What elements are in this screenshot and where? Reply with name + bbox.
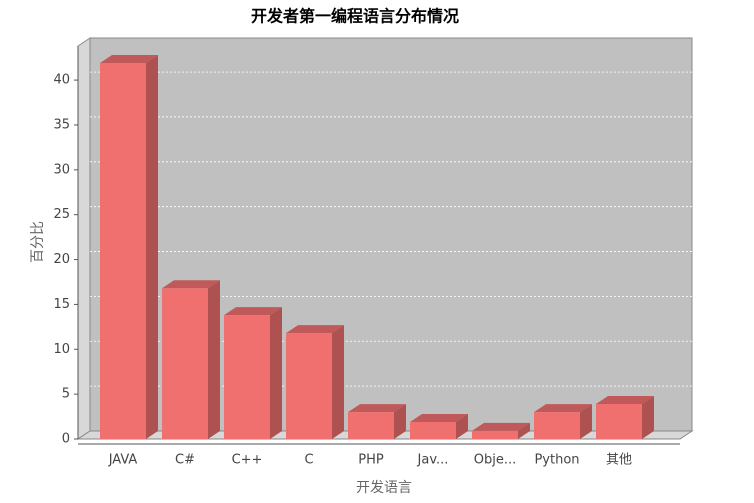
y-tick-label: 10 [53,342,70,357]
bar-top [410,413,468,422]
bar-top [224,307,282,316]
bar-side [642,396,654,439]
bar-top [534,404,592,413]
bar-front [162,288,208,439]
bar-side [456,413,468,439]
bar-side [394,404,406,439]
left-wall [77,37,91,440]
x-tick-label: Python [534,453,579,468]
y-tick-label: 25 [53,207,70,222]
bar [348,404,406,439]
bar-top [100,55,158,64]
bar-front [100,63,146,440]
bar-top [596,396,654,405]
x-tick-label: C# [175,453,195,468]
bar-side [580,404,592,439]
bar-front [596,404,642,439]
chart-title: 开发者第一编程语言分布情况 [251,7,459,26]
bar-front [224,315,270,439]
x-tick-label: C++ [232,453,263,468]
y-tick-label: 20 [53,252,70,267]
bar-front [286,333,332,439]
bar [224,307,282,439]
y-tick-label: 15 [53,297,70,312]
bar-side [332,325,344,439]
x-tick-label: C [304,453,313,468]
bar [472,422,530,439]
x-tick-label: 其他 [606,453,632,468]
x-tick-label: JAVA [108,453,138,468]
bar-top [348,404,406,413]
bar-front [348,412,394,439]
x-axis-title: 开发语言 [356,480,412,496]
bar-top [472,422,530,431]
y-tick-label: 40 [53,73,70,88]
bar [286,325,344,439]
bar-top [162,280,220,289]
x-tick-label: PHP [358,453,384,468]
bar [100,55,158,440]
bar [534,404,592,439]
x-tick-label: Obje... [474,453,517,468]
bar-side [518,422,530,439]
bar-side [146,55,158,440]
bar-front [534,412,580,439]
bar-front [472,430,518,439]
bar-side [208,280,220,439]
x-tick-label: Jav... [417,453,449,468]
bar [162,280,220,439]
bar-top [286,325,344,334]
bar [410,413,468,439]
bar-side [270,307,282,439]
y-axis-title: 百分比 [30,221,46,263]
bar-front [410,421,456,439]
y-tick-label: 30 [53,162,70,177]
y-tick-label: 5 [62,387,70,402]
bar [596,396,654,439]
y-tick-label: 0 [62,432,70,447]
y-tick-label: 35 [53,117,70,132]
